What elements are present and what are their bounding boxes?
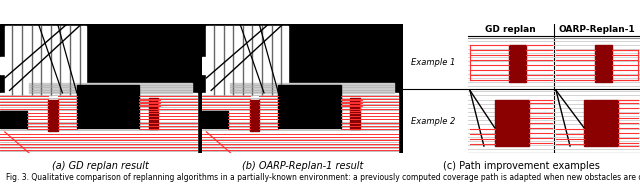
Bar: [202, 132, 398, 153]
Text: Example 2: Example 2: [411, 117, 456, 126]
Bar: [202, 93, 398, 111]
Bar: [0, 57, 8, 74]
Bar: [230, 83, 394, 93]
Bar: [250, 100, 259, 131]
Bar: [0, 111, 197, 132]
Bar: [554, 36, 640, 89]
Bar: [584, 100, 618, 146]
Text: OARP-Replan-1: OARP-Replan-1: [559, 25, 636, 34]
Bar: [149, 98, 159, 130]
Bar: [29, 83, 192, 93]
Bar: [48, 100, 58, 131]
Text: (c) Path improvement examples: (c) Path improvement examples: [443, 161, 600, 171]
Bar: [206, 26, 288, 95]
Bar: [202, 57, 209, 74]
Bar: [202, 111, 398, 132]
Text: Fig. 3. Qualitative comparison of replanning algorithms in a partially-known env: Fig. 3. Qualitative comparison of replan…: [6, 173, 640, 182]
Text: (a) GD replan result: (a) GD replan result: [52, 161, 149, 171]
Bar: [0, 111, 27, 128]
Bar: [351, 98, 360, 130]
Bar: [495, 100, 529, 146]
Bar: [0, 132, 197, 153]
Text: Example 1: Example 1: [411, 59, 456, 68]
Bar: [0, 93, 197, 111]
Bar: [202, 111, 228, 128]
Bar: [77, 85, 140, 128]
Text: GD replan: GD replan: [486, 25, 536, 34]
Bar: [5, 26, 86, 95]
Bar: [595, 45, 612, 82]
Bar: [468, 90, 554, 152]
Bar: [468, 36, 554, 89]
Bar: [554, 90, 640, 152]
Bar: [509, 45, 526, 82]
Bar: [278, 85, 340, 128]
Text: (b) OARP-Replan-1 result: (b) OARP-Replan-1 result: [242, 161, 363, 171]
